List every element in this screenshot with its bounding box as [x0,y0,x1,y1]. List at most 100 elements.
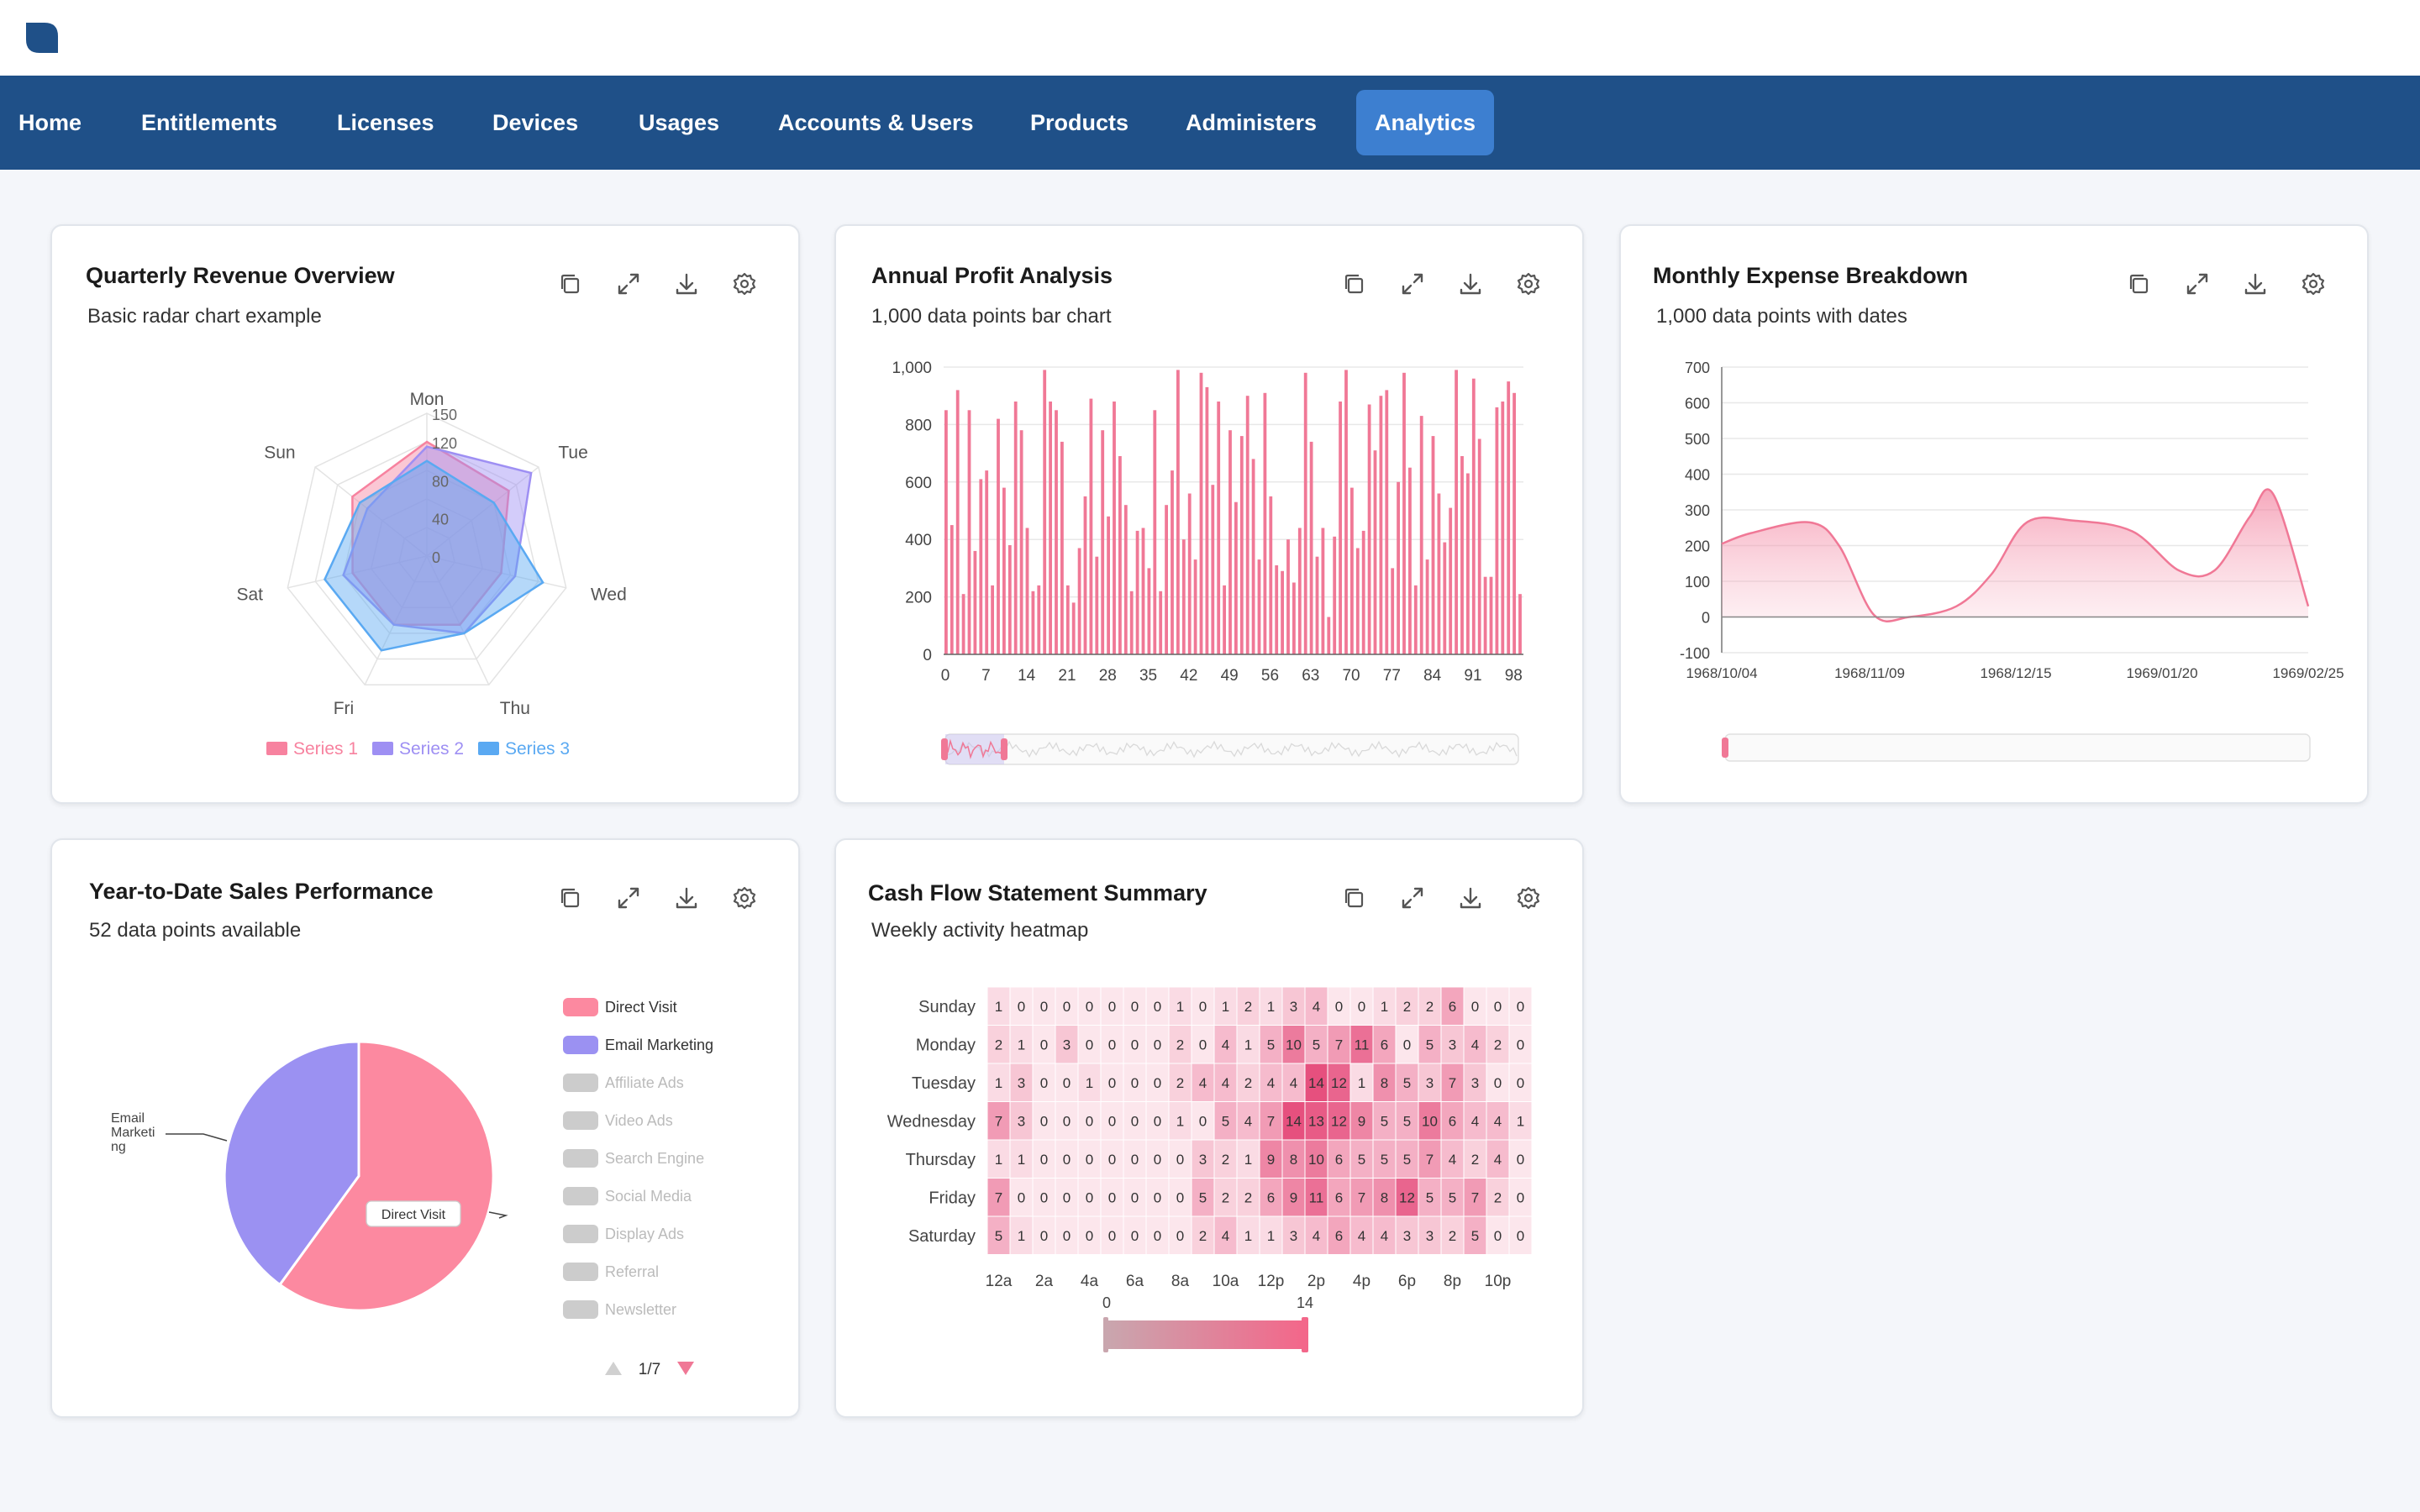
bar[interactable] [985,470,989,654]
bar[interactable] [1223,585,1226,654]
heatmap-cell[interactable]: 10 [1304,1139,1328,1179]
heatmap-cell[interactable]: 7 [1440,1063,1465,1102]
heatmap-cell[interactable]: 3 [1395,1215,1419,1255]
bar[interactable] [1095,556,1099,654]
bar[interactable] [1344,370,1348,654]
heatmap-cell[interactable]: 7 [1349,1178,1374,1217]
heatmap-cell[interactable]: 1 [1213,986,1238,1026]
heatmap-cell[interactable]: 0 [1032,1178,1056,1217]
bar[interactable] [1113,402,1116,654]
heatmap-cell[interactable]: 0 [1145,1063,1170,1102]
heatmap-cell[interactable]: 5 [1259,1025,1283,1064]
heatmap-cell[interactable]: 11 [1304,1178,1328,1217]
heatmap-cell[interactable]: 0 [1077,1139,1102,1179]
bar[interactable] [1269,496,1273,654]
bar[interactable] [1049,402,1052,654]
heatmap-cell[interactable]: 6 [1440,1101,1465,1141]
heatmap-cell[interactable]: 4 [1349,1215,1374,1255]
bar[interactable] [1449,507,1453,654]
heatmap-cell[interactable]: 0 [1123,1139,1147,1179]
heatmap-cell[interactable]: 2 [1418,986,1442,1026]
bar[interactable] [1013,402,1018,654]
legend-item[interactable]: Affiliate Ads [563,1074,684,1092]
heatmap-cell[interactable]: 0 [1009,1178,1034,1217]
heatmap-cell[interactable]: 0 [1009,986,1034,1026]
heatmap-cell[interactable]: 2 [1486,1025,1510,1064]
heatmap-cell[interactable]: 5 [1418,1025,1442,1064]
bar[interactable] [1309,441,1313,654]
bar[interactable] [1205,386,1209,654]
heatmap-cell[interactable]: 1 [986,986,1011,1026]
legend-item[interactable]: Series 2 [372,739,464,759]
heatmap-cell[interactable]: 8 [1372,1063,1397,1102]
heatmap-cell[interactable]: 4 [1486,1101,1510,1141]
bar[interactable] [1275,565,1279,654]
heatmap-cell[interactable]: 5 [1372,1101,1397,1141]
heatmap-cell[interactable]: 0 [1077,1178,1102,1217]
data-zoom-slider[interactable] [941,733,1519,765]
nav-item-entitlements[interactable]: Entitlements [141,110,278,135]
heatmap-cell[interactable]: 2 [986,1025,1011,1064]
heatmap-cell[interactable]: 1 [1077,1063,1102,1102]
heatmap-cell[interactable]: 3 [1191,1139,1215,1179]
bar[interactable] [1483,576,1487,654]
pie-slice-direct-visit[interactable] [277,1040,495,1312]
copy-button[interactable] [555,268,587,300]
heatmap-cell[interactable]: 0 [1145,1178,1170,1217]
expand-button[interactable] [1397,882,1428,914]
heatmap-cell[interactable]: 2 [1486,1178,1510,1217]
heatmap-cell[interactable]: 0 [1077,1101,1102,1141]
heatmap-cell[interactable]: 2 [1395,986,1419,1026]
bar[interactable] [1153,410,1157,654]
nav-item-licenses[interactable]: Licenses [337,110,434,135]
bar[interactable] [1402,372,1406,654]
heatmap-cell[interactable]: 4 [1463,1101,1487,1141]
heatmap-cell[interactable]: 0 [1145,986,1170,1026]
heatmap-cell[interactable]: 0 [1055,1063,1079,1102]
expand-button[interactable] [613,268,644,300]
heatmap-cell[interactable]: 1 [1009,1025,1034,1064]
bar[interactable] [1286,539,1290,654]
heatmap-cell[interactable]: 3 [1281,986,1306,1026]
heatmap-cell[interactable]: 9 [1281,1178,1306,1217]
heatmap-cell[interactable]: 5 [1440,1178,1465,1217]
heatmap-cell[interactable]: 5 [1213,1101,1238,1141]
bar[interactable] [1129,591,1134,654]
heatmap-cell[interactable]: 5 [986,1215,1011,1255]
heatmap-cell[interactable]: 7 [1259,1101,1283,1141]
gear-button[interactable] [729,882,760,914]
bar[interactable] [1292,582,1296,655]
heatmap-cell[interactable]: 2 [1236,1063,1260,1102]
nav-item-products[interactable]: Products [1030,110,1129,135]
bar[interactable] [1065,585,1070,654]
heatmap-cell[interactable]: 5 [1395,1063,1419,1102]
heatmap-cell[interactable]: 1 [1372,986,1397,1026]
bar[interactable] [1373,450,1377,654]
heatmap-cell[interactable]: 0 [1032,1215,1056,1255]
copy-button[interactable] [1339,268,1370,300]
bar[interactable] [1257,559,1261,654]
heatmap-cell[interactable]: 0 [1100,1063,1124,1102]
bar[interactable] [1171,470,1174,654]
bar[interactable] [1019,430,1023,654]
heatmap-cell[interactable]: 14 [1304,1063,1328,1102]
bar[interactable] [1031,591,1035,654]
bar[interactable] [1060,441,1064,654]
heatmap-cell[interactable]: 6 [1327,1215,1351,1255]
heatmap-cell[interactable]: 6 [1372,1025,1397,1064]
heatmap-cell[interactable]: 4 [1213,1025,1238,1064]
bar[interactable] [1361,530,1365,654]
heatmap-cell[interactable]: 3 [1009,1101,1034,1141]
bar[interactable] [1263,392,1267,654]
pie-slice-email-marketing[interactable] [223,1040,360,1287]
heatmap-cell[interactable]: 2 [1168,1025,1192,1064]
legend-item[interactable]: Social Media [563,1187,692,1205]
bar[interactable] [1101,430,1105,654]
expand-button[interactable] [613,882,644,914]
heatmap-cell[interactable]: 2 [1463,1139,1487,1179]
bar[interactable] [1025,528,1029,655]
heatmap-cell[interactable]: 3 [1463,1063,1487,1102]
bar[interactable] [1413,585,1418,654]
bar[interactable] [1443,542,1447,654]
visual-map[interactable] [1103,1317,1308,1352]
